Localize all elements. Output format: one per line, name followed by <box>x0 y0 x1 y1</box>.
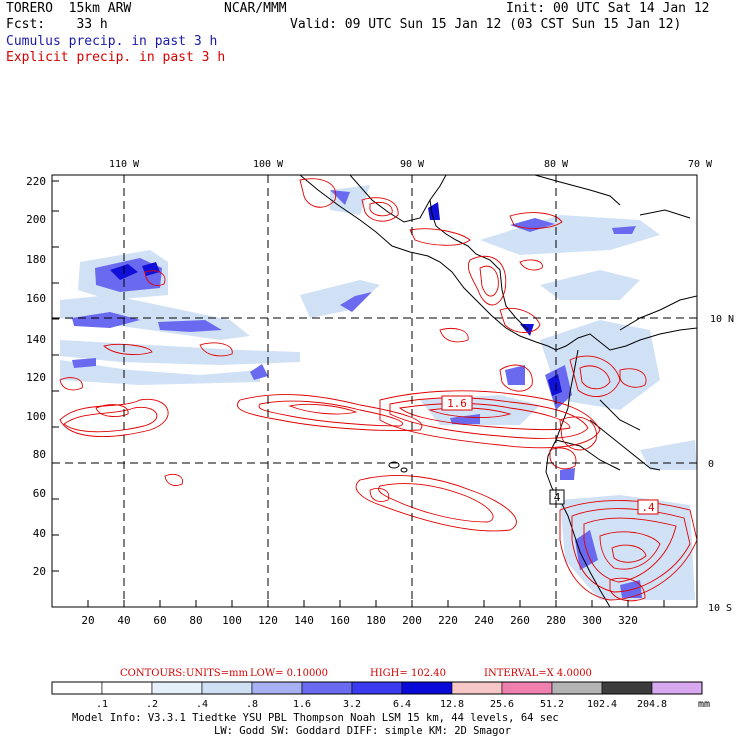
x-tick-label: 80 <box>189 614 202 627</box>
colorbar-cell <box>601 681 653 695</box>
colorbar-labels: .1 .2 .4 .8 1.6 3.2 6.4 12.8 25.6 51.2 1… <box>96 699 710 710</box>
header-organization: NCAR/MMM <box>224 1 287 16</box>
colorbar-label: 6.4 <box>393 699 411 710</box>
model-info: Model Info: V3.3.1 Tiedtke YSU PBL Thomp… <box>72 712 559 737</box>
y-tick-label: 40 <box>33 527 46 540</box>
colorbar-label: 12.8 <box>440 699 464 710</box>
lon-label-100w: 100 W <box>253 159 284 170</box>
colorbar-label: 204.8 <box>637 699 667 710</box>
header-init-time: Init: 00 UTC Sat 14 Jan 12 <box>506 1 710 16</box>
model-info-line1: Model Info: V3.3.1 Tiedtke YSU PBL Thomp… <box>72 712 559 724</box>
contour-info: CONTOURS: UNITS=mm LOW= 0.10000 HIGH= 10… <box>120 668 592 679</box>
x-tick-label: 60 <box>153 614 166 627</box>
header-model-name: TORERO 15km ARW <box>6 1 132 16</box>
y-tick-label: 100 <box>26 410 46 423</box>
header-forecast-hour: Fcst: 33 h <box>6 17 108 32</box>
y-tick-label: 160 <box>26 292 46 305</box>
y-tick-label: 120 <box>26 371 46 384</box>
contour-label-3: .4 <box>641 501 655 514</box>
colorbar-cell <box>451 681 503 695</box>
x-tick-label: 300 <box>582 614 602 627</box>
colorbar-cell <box>501 681 553 695</box>
colorbar-label: .4 <box>196 699 208 710</box>
y-grid-labels: 220 200 180 160 140 120 100 80 60 40 20 <box>26 175 46 578</box>
colorbar-cell <box>101 681 153 695</box>
x-tick-label: 260 <box>510 614 530 627</box>
lat-label-0: 0 <box>708 459 714 470</box>
colorbar-units: mm <box>698 699 710 710</box>
model-info-line2: LW: Godd SW: Goddard DIFF: simple KM: 2D… <box>214 725 511 737</box>
colorbar-label: 102.4 <box>587 699 617 710</box>
latitude-labels: 10 N 0 10 S <box>708 314 734 614</box>
x-tick-label: 140 <box>294 614 314 627</box>
colorbar-label: 25.6 <box>490 699 514 710</box>
lat-label-10n: 10 N <box>710 314 734 325</box>
x-tick-label: 180 <box>366 614 386 627</box>
lon-label-70w: 70 W <box>688 159 713 170</box>
y-tick-label: 20 <box>33 565 46 578</box>
colorbar-label: .1 <box>96 699 108 710</box>
lat-label-10s: 10 S <box>708 603 732 614</box>
colorbar-cell <box>551 681 603 695</box>
graticule <box>52 175 697 607</box>
y-tick-label: 220 <box>26 175 46 188</box>
cumulus-precip-shading <box>60 185 697 600</box>
x-tick-label: 20 <box>81 614 94 627</box>
lon-label-90w: 90 W <box>400 159 425 170</box>
colorbar-cell <box>651 681 703 695</box>
legend-explicit-title: Explicit precip. in past 3 h <box>6 50 226 65</box>
header-valid-time: Valid: 09 UTC Sun 15 Jan 12 (03 CST Sun … <box>290 17 682 32</box>
x-grid-labels: 20 40 60 80 100 120 140 160 180 200 220 … <box>81 614 638 627</box>
contour-info-interval: INTERVAL=X 4.0000 <box>484 668 592 679</box>
contour-label-2: 4 <box>554 491 561 504</box>
legend-cumulus-title: Cumulus precip. in past 3 h <box>6 34 218 49</box>
colorbar-cell <box>401 681 453 695</box>
x-tick-label: 220 <box>438 614 458 627</box>
y-tick-label: 200 <box>26 213 46 226</box>
x-tick-label: 200 <box>402 614 422 627</box>
y-tick-label: 60 <box>33 487 46 500</box>
colorbar-label: 51.2 <box>540 699 564 710</box>
x-tick-label: 120 <box>258 614 278 627</box>
x-tick-label: 100 <box>222 614 242 627</box>
x-tick-label: 160 <box>330 614 350 627</box>
x-tick-label: 320 <box>618 614 638 627</box>
y-tick-label: 180 <box>26 253 46 266</box>
colorbar-cell <box>151 681 203 695</box>
axis-ticks <box>52 180 665 607</box>
x-tick-label: 240 <box>474 614 494 627</box>
colorbar-cell <box>251 681 303 695</box>
contour-info-units: UNITS=mm <box>186 668 249 679</box>
x-tick-label: 40 <box>117 614 130 627</box>
colorbar-label: 3.2 <box>343 699 361 710</box>
colorbar-cell <box>201 681 253 695</box>
colorbar-cell <box>301 681 353 695</box>
y-tick-label: 80 <box>33 448 46 461</box>
contour-label-1: 1.6 <box>447 397 467 410</box>
lon-label-110w: 110 W <box>109 159 140 170</box>
contour-info-low: LOW= 0.10000 <box>250 668 328 679</box>
contour-info-label: CONTOURS: <box>120 668 186 679</box>
colorbar-cell <box>351 681 403 695</box>
x-tick-label: 280 <box>546 614 566 627</box>
explicit-precip-contours <box>59 178 697 602</box>
colorbar-label: .8 <box>246 699 258 710</box>
lon-label-80w: 80 W <box>544 159 569 170</box>
contour-info-high: HIGH= 102.40 <box>370 668 446 679</box>
colorbar <box>51 681 703 695</box>
colorbar-cell <box>51 681 103 695</box>
colorbar-label: 1.6 <box>293 699 311 710</box>
longitude-labels: 110 W 100 W 90 W 80 W 70 W <box>109 159 713 170</box>
y-tick-label: 140 <box>26 333 46 346</box>
colorbar-label: .2 <box>146 699 158 710</box>
contour-label-boxes: 1.6 4 .4 <box>441 395 659 515</box>
